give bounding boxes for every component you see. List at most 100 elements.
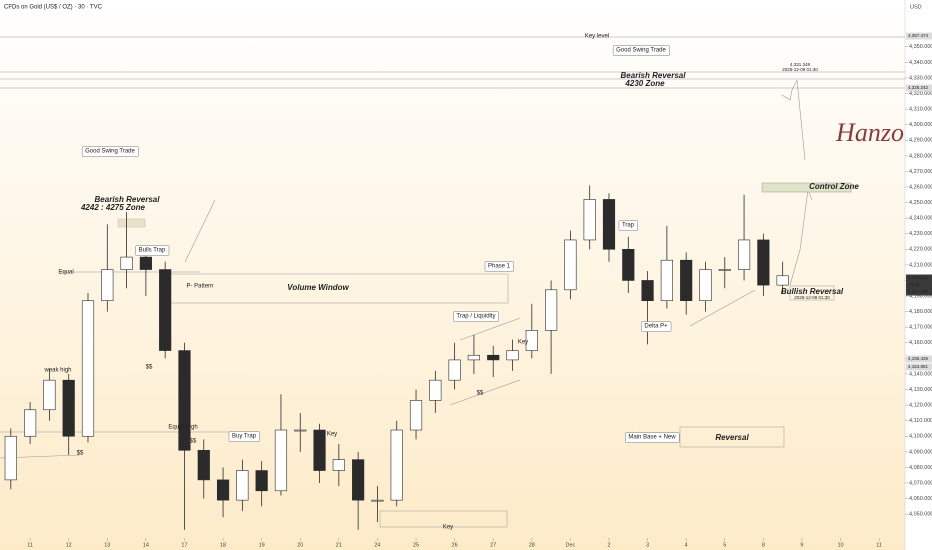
annotation-box bbox=[641, 321, 672, 332]
price-badge: 4,154.851 bbox=[908, 364, 929, 369]
y-tick-label: 4,130.000 bbox=[909, 387, 932, 393]
candle-body bbox=[255, 470, 268, 492]
x-tick-label: 9 bbox=[800, 542, 803, 548]
annotation-box bbox=[612, 45, 670, 56]
annotation: P- Pattern bbox=[186, 284, 213, 290]
candle-body bbox=[757, 239, 770, 286]
annotation: Control Zone bbox=[809, 182, 859, 191]
price-badge-bg bbox=[906, 274, 932, 282]
y-tick-label: 4,050.000 bbox=[909, 512, 932, 518]
candle-body bbox=[390, 429, 403, 501]
x-tick-label: 25 bbox=[413, 542, 419, 548]
annotation: Trap bbox=[622, 223, 635, 229]
candle-body bbox=[467, 354, 481, 361]
y-tick-label: 4,070.000 bbox=[909, 480, 932, 486]
annotation: Trap / Liquidity bbox=[456, 314, 495, 320]
x-tick-label: 13 bbox=[104, 542, 110, 548]
x-tick-label: 14 bbox=[143, 542, 149, 548]
y-tick-label: 4,090.000 bbox=[909, 449, 932, 455]
annotation-box bbox=[484, 261, 514, 272]
y-tick-label: 4,220.000 bbox=[909, 247, 932, 253]
price-badge: 4,206.113 bbox=[908, 275, 928, 280]
y-tick-label: 4,230.000 bbox=[909, 231, 932, 237]
candle-body bbox=[622, 248, 635, 281]
x-tick-label: 3 bbox=[646, 542, 649, 548]
price-badge-bg bbox=[906, 288, 932, 296]
candle-body bbox=[602, 199, 616, 250]
trend-line bbox=[449, 379, 521, 406]
trend-line bbox=[459, 317, 521, 341]
y-tick-label: 4,240.000 bbox=[909, 216, 932, 222]
y-tick-label: 4,110.000 bbox=[909, 418, 932, 424]
y-tick-label: 4,350.000 bbox=[909, 44, 932, 50]
x-tick-label: 28 bbox=[529, 542, 535, 548]
candle-body bbox=[409, 400, 423, 431]
candle-body bbox=[24, 409, 37, 437]
annotation-box bbox=[228, 431, 260, 442]
candle-body bbox=[371, 499, 384, 502]
projection-line bbox=[789, 188, 813, 286]
x-tick-label: 8 bbox=[762, 542, 765, 548]
trend-line bbox=[689, 289, 756, 327]
annotation: $$ bbox=[477, 391, 484, 397]
y-tick-label: 4,340.000 bbox=[909, 60, 932, 66]
x-tick-label: 12 bbox=[66, 542, 72, 548]
reversal-box bbox=[789, 285, 835, 301]
candle-body bbox=[81, 300, 95, 437]
candle-body bbox=[139, 256, 152, 270]
x-tick-label: 27 bbox=[490, 542, 496, 548]
candle-body bbox=[776, 275, 789, 286]
annotation: Key bbox=[443, 525, 453, 531]
candle-body bbox=[274, 429, 288, 492]
annotation: Phase 1 bbox=[488, 264, 511, 270]
candle-body bbox=[525, 330, 538, 351]
annotation-box bbox=[453, 311, 499, 322]
candle-body bbox=[545, 289, 558, 331]
candle-body bbox=[448, 359, 461, 381]
annotation-box bbox=[618, 220, 638, 231]
y-tick-label: 4,310.000 bbox=[909, 107, 932, 113]
annotation: weak high bbox=[43, 368, 71, 374]
x-tick-label: 11 bbox=[876, 542, 882, 548]
annotation: Hanzo bbox=[835, 118, 904, 147]
y-tick-label: 4,260.000 bbox=[909, 184, 932, 190]
candle-body bbox=[216, 479, 230, 501]
y-tick-label: 4,160.000 bbox=[909, 340, 932, 346]
key-box bbox=[379, 510, 508, 528]
y-tick-label: 4,190.000 bbox=[909, 293, 932, 299]
candle-body bbox=[62, 379, 75, 437]
y-tick-label: 4,290.000 bbox=[909, 138, 932, 144]
annotation-box bbox=[135, 245, 170, 256]
control-zone bbox=[761, 182, 852, 193]
base-box bbox=[679, 426, 785, 448]
y-tick-label: 4,330.000 bbox=[909, 75, 932, 81]
annotation: 4242 : 4275 Zone bbox=[80, 203, 146, 212]
annotation: 2025-12-09 01:30 bbox=[782, 67, 818, 72]
candle-body bbox=[699, 269, 712, 302]
candle-body bbox=[43, 379, 56, 411]
arrow-line bbox=[796, 79, 806, 161]
candle-body bbox=[120, 256, 133, 270]
y-tick-label: 4,170.000 bbox=[909, 325, 932, 331]
candle-body bbox=[506, 350, 519, 361]
annotation: 2025-12-09 01:30 bbox=[794, 295, 830, 300]
x-tick-label: 4 bbox=[685, 542, 688, 548]
annotation: Good Swing Trade bbox=[616, 48, 666, 54]
candle-body bbox=[159, 269, 172, 351]
y-tick-label: 4,280.000 bbox=[909, 153, 932, 159]
y-tick-label: 4,270.000 bbox=[909, 169, 932, 175]
candle-body bbox=[680, 259, 693, 302]
y-tick-label: 4,140.000 bbox=[909, 371, 932, 377]
x-tick-label: 21 bbox=[336, 542, 342, 548]
candle-body bbox=[352, 459, 365, 501]
annotation-box bbox=[625, 432, 680, 443]
candle-body bbox=[332, 459, 345, 471]
chart-title: CFDs on Gold (US$ / OZ) · 30 · TVC bbox=[4, 5, 103, 11]
x-tick-label: 11 bbox=[27, 542, 33, 548]
price-badge: 4,202.060 bbox=[908, 289, 929, 294]
currency: USD bbox=[910, 4, 922, 10]
annotation: Equal bbox=[58, 270, 73, 276]
candle-body bbox=[564, 239, 577, 291]
candle-body bbox=[487, 354, 500, 361]
